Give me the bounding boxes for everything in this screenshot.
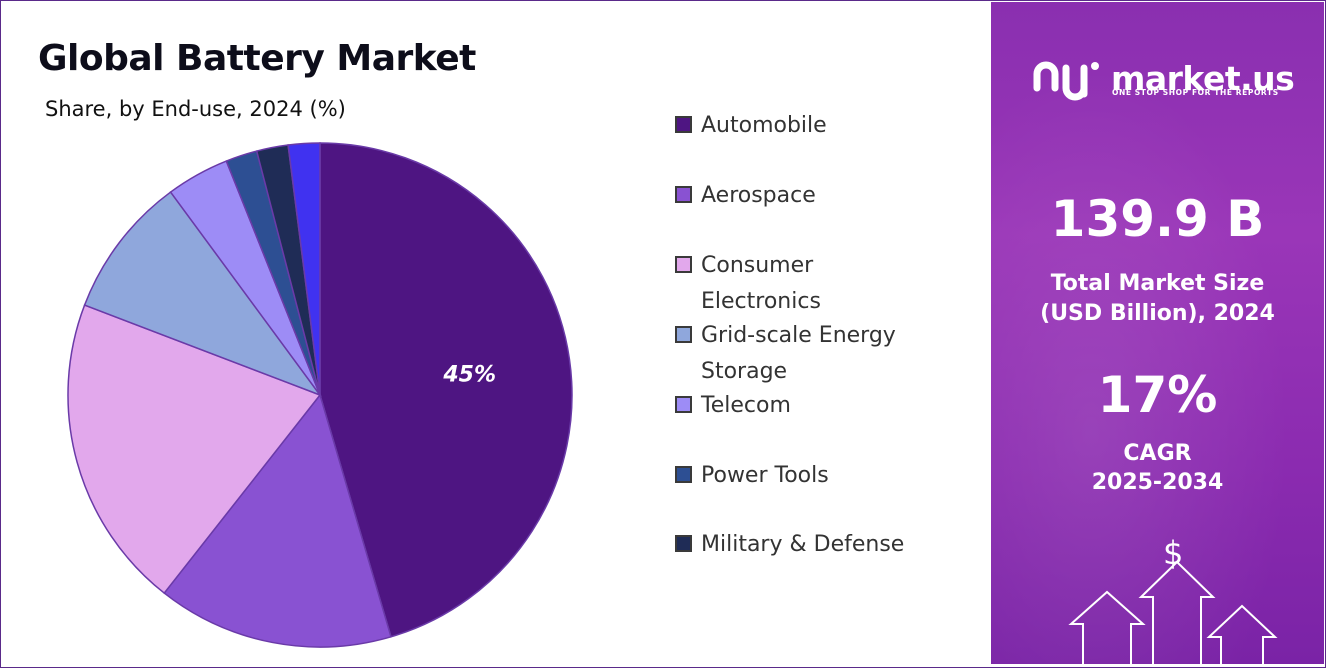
legend-label: Power Tools: [701, 463, 829, 488]
summary-sidebar: market.us ONE STOP SHOP FOR THE REPORTS …: [991, 2, 1324, 664]
data-label-automobile: 45%: [442, 363, 496, 388]
pie-chart: 45%: [67, 142, 573, 648]
background-haze: [991, 2, 1324, 664]
legend-item-consumer-electronics: Consumer Electronics: [675, 248, 861, 320]
pie-slice-grid-scale-energy-storage: [83, 191, 323, 397]
legend-swatch: [675, 186, 692, 203]
logo-text: market.us: [1111, 58, 1295, 98]
market-us-logo-icon: [1033, 61, 1099, 101]
market-size-label-line1: Total Market Size: [1050, 271, 1265, 296]
legend-label: Military & Defense: [701, 532, 905, 557]
chart-title: Global Battery Market: [38, 38, 476, 79]
legend-item-grid-scale-energy-storage: Grid-scale Energy Storage: [675, 318, 946, 390]
cagr-label-line2: 2025-2034: [1091, 470, 1224, 495]
logo-tagline: ONE STOP SHOP FOR THE REPORTS: [1112, 88, 1279, 97]
cagr-label-line1: CAGR: [1123, 441, 1192, 466]
legend-item-aerospace: Aerospace: [675, 178, 961, 214]
chart-subtitle: Share, by End-use, 2024 (%): [45, 97, 346, 121]
legend-swatch: [675, 116, 692, 133]
market-size-value: 139.9 B: [1050, 190, 1265, 248]
legend-label: Aerospace: [701, 183, 816, 208]
pie-slice-consumer-electronics: [67, 304, 322, 595]
market-size-label-line2: (USD Billion), 2024: [1040, 301, 1275, 326]
legend-swatch: [675, 326, 692, 343]
legend-label: Automobile: [701, 113, 827, 138]
cagr-value: 17%: [1097, 366, 1218, 424]
legend-item-telecom: Telecom: [675, 388, 961, 424]
pie-slice-other: [287, 142, 321, 396]
legend-item-automobile: Automobile: [675, 108, 961, 144]
legend-swatch: [675, 396, 692, 413]
legend-swatch: [675, 256, 692, 273]
legend-swatch: [675, 466, 692, 483]
legend-swatch: [675, 535, 692, 552]
brand-logo: market.us: [1031, 54, 1295, 102]
legend-item-military-defense: Military & Defense: [675, 527, 961, 563]
legend-label: Grid-scale Energy Storage: [701, 323, 896, 384]
legend-label: Consumer Electronics: [701, 253, 821, 314]
legend-item-power-tools: Power Tools: [675, 458, 961, 494]
legend-label: Telecom: [701, 393, 791, 418]
pie-slice-aerospace: [163, 393, 392, 648]
pie-slice-automobile: [319, 142, 573, 638]
growth-arrows-icon: [1068, 560, 1278, 664]
